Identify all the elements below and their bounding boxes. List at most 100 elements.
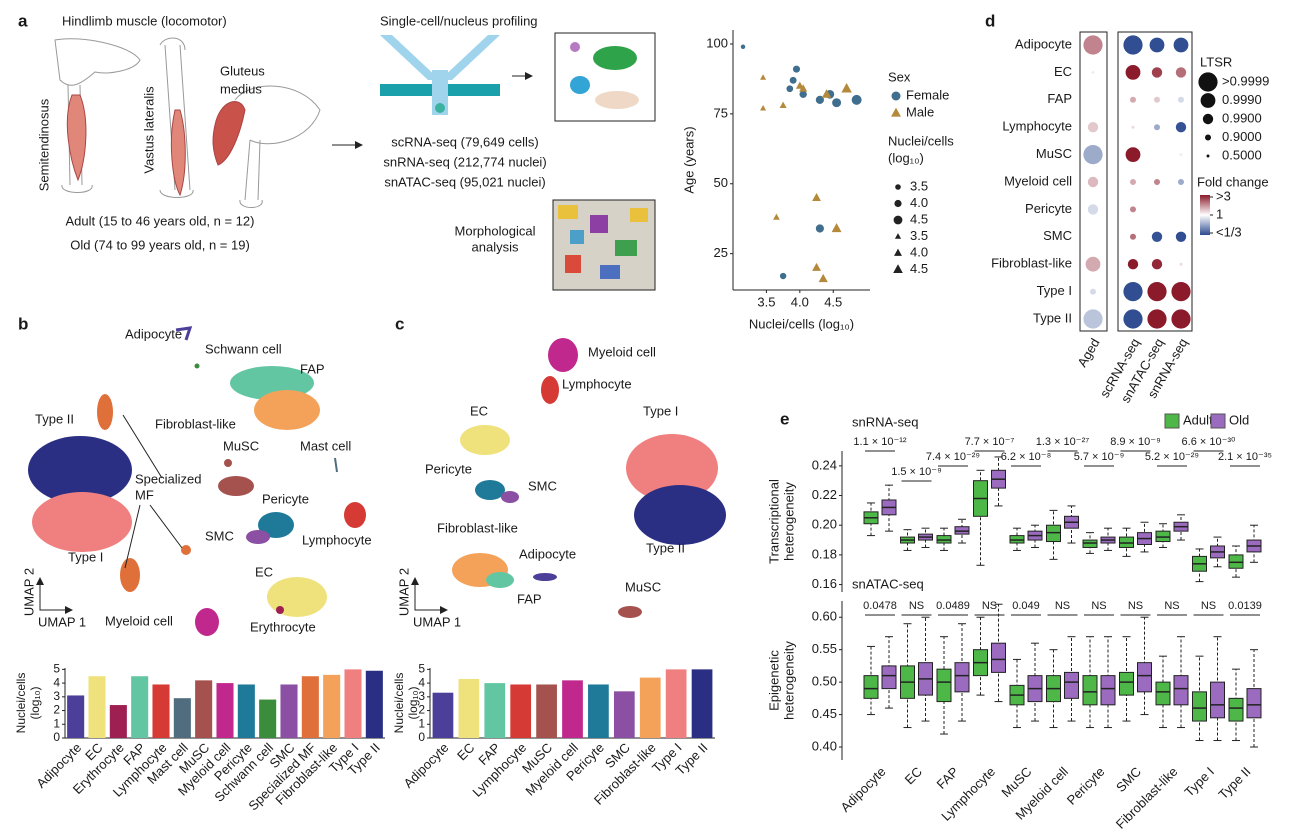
box xyxy=(1192,691,1207,722)
box xyxy=(881,665,897,690)
umap-c xyxy=(411,338,726,618)
box xyxy=(1137,662,1152,693)
color-legend-label: <1/3 xyxy=(1216,224,1242,239)
row-label: Adipocyte xyxy=(1015,36,1072,51)
x-tick-label: Pericyte xyxy=(1064,764,1108,808)
legend-title: Nuclei/cells xyxy=(888,133,954,148)
x-tick-label: Type I xyxy=(1181,764,1217,800)
morphology-image xyxy=(552,199,656,291)
x-tick-label: SMC xyxy=(1113,764,1144,795)
row-label: FAP xyxy=(1047,91,1072,106)
legend-swatch xyxy=(1210,413,1226,429)
dot xyxy=(1179,153,1183,157)
dot xyxy=(1125,65,1141,80)
dot xyxy=(1151,67,1163,78)
y-axis-label: Nuclei/cells xyxy=(392,673,406,734)
point xyxy=(760,74,767,80)
y-tick-label: 25 xyxy=(714,245,728,260)
dot xyxy=(1087,176,1099,188)
y-axis-label: Nuclei/cells xyxy=(14,673,28,734)
bar xyxy=(323,674,341,738)
cluster-label: EC xyxy=(470,403,488,418)
size-legend-label: 3.5 xyxy=(910,228,928,243)
muscle-label: Gluteus xyxy=(220,63,265,78)
y-tick-label: 0.40 xyxy=(812,738,837,753)
p-value: 0.0139 xyxy=(1228,600,1262,612)
cohort: Old (74 to 99 years old, n = 19) xyxy=(70,237,250,252)
dot xyxy=(1091,70,1095,74)
muscle-label: medius xyxy=(220,81,262,96)
box xyxy=(1155,681,1171,706)
y-tick-label: 4 xyxy=(53,675,60,689)
dot xyxy=(1123,282,1143,302)
box xyxy=(1100,675,1116,706)
cluster-label: Adipocyte xyxy=(519,546,576,561)
dot xyxy=(1130,233,1136,240)
cluster-label: MF xyxy=(135,487,154,502)
x-tick-label: EC xyxy=(454,740,477,763)
box xyxy=(1246,688,1262,719)
size-legend-label: 3.5 xyxy=(910,178,928,193)
dot xyxy=(1127,259,1139,270)
y-tick-label: 0.50 xyxy=(812,674,837,689)
assay: snRNA-seq (212,774 nuclei) xyxy=(383,154,546,169)
muscle-label: Semitendinosus xyxy=(36,98,51,191)
x-tick-label: 4.5 xyxy=(824,294,842,309)
dot xyxy=(1083,309,1103,329)
bar xyxy=(344,669,362,738)
panel-label: e xyxy=(780,409,789,428)
cluster-label: Pericyte xyxy=(425,461,472,476)
point xyxy=(786,85,794,93)
point xyxy=(818,273,828,283)
panel-label: a xyxy=(18,11,28,30)
box xyxy=(991,642,1006,673)
p-value: NS xyxy=(982,600,997,612)
y-tick-label: 0 xyxy=(53,730,60,744)
panel-label: b xyxy=(18,314,28,333)
y-tick-label: 0.18 xyxy=(812,546,837,561)
size-legend-marker xyxy=(895,184,901,190)
y-tick-label: 4 xyxy=(418,675,425,689)
dot xyxy=(1087,204,1099,215)
point xyxy=(773,213,780,220)
p-value: 5.2 × 10⁻²⁹ xyxy=(1145,451,1199,463)
dot xyxy=(1173,37,1189,53)
size-legend-label: 0.9990 xyxy=(1222,92,1262,107)
size-legend-marker xyxy=(1202,113,1214,125)
row-label: Myeloid cell xyxy=(1004,173,1072,188)
point xyxy=(831,223,842,233)
panel-label: c xyxy=(395,314,404,333)
dot xyxy=(1151,231,1163,242)
p-value: 6.2 × 10⁻⁸ xyxy=(1001,451,1052,463)
bar xyxy=(691,669,713,738)
cluster-label: Type I xyxy=(643,403,678,418)
morphology-label: analysis xyxy=(472,239,519,254)
dot xyxy=(1131,125,1135,129)
cluster-label: Lymphocyte xyxy=(562,376,632,391)
dot xyxy=(1085,256,1101,272)
color-scale xyxy=(1200,195,1210,235)
bar xyxy=(562,680,583,738)
row-label: Fibroblast-like xyxy=(991,256,1072,271)
bar xyxy=(88,676,106,738)
cluster-label: Lymphocyte xyxy=(302,532,372,547)
p-value: 7.7 × 10⁻⁷ xyxy=(965,436,1015,448)
bar xyxy=(173,698,191,738)
y-axis-label: (log₁₀) xyxy=(406,686,420,719)
point xyxy=(815,224,824,233)
size-legend-label: 0.9000 xyxy=(1222,129,1262,144)
point xyxy=(815,95,824,104)
y-axis-label: (log₁₀) xyxy=(28,686,42,719)
assay: scRNA-seq (79,649 cells) xyxy=(391,134,538,149)
bar xyxy=(301,676,319,738)
box xyxy=(1082,675,1098,706)
p-value: 5.7 × 10⁻⁹ xyxy=(1074,451,1125,463)
box xyxy=(1119,671,1134,696)
size-legend-marker xyxy=(1198,72,1218,92)
cluster-label: EC xyxy=(255,564,273,579)
dot xyxy=(1087,122,1099,133)
y-tick-label: 1 xyxy=(418,716,425,730)
row-label: Type II xyxy=(1033,310,1072,325)
color-legend-label: >3 xyxy=(1216,188,1231,203)
